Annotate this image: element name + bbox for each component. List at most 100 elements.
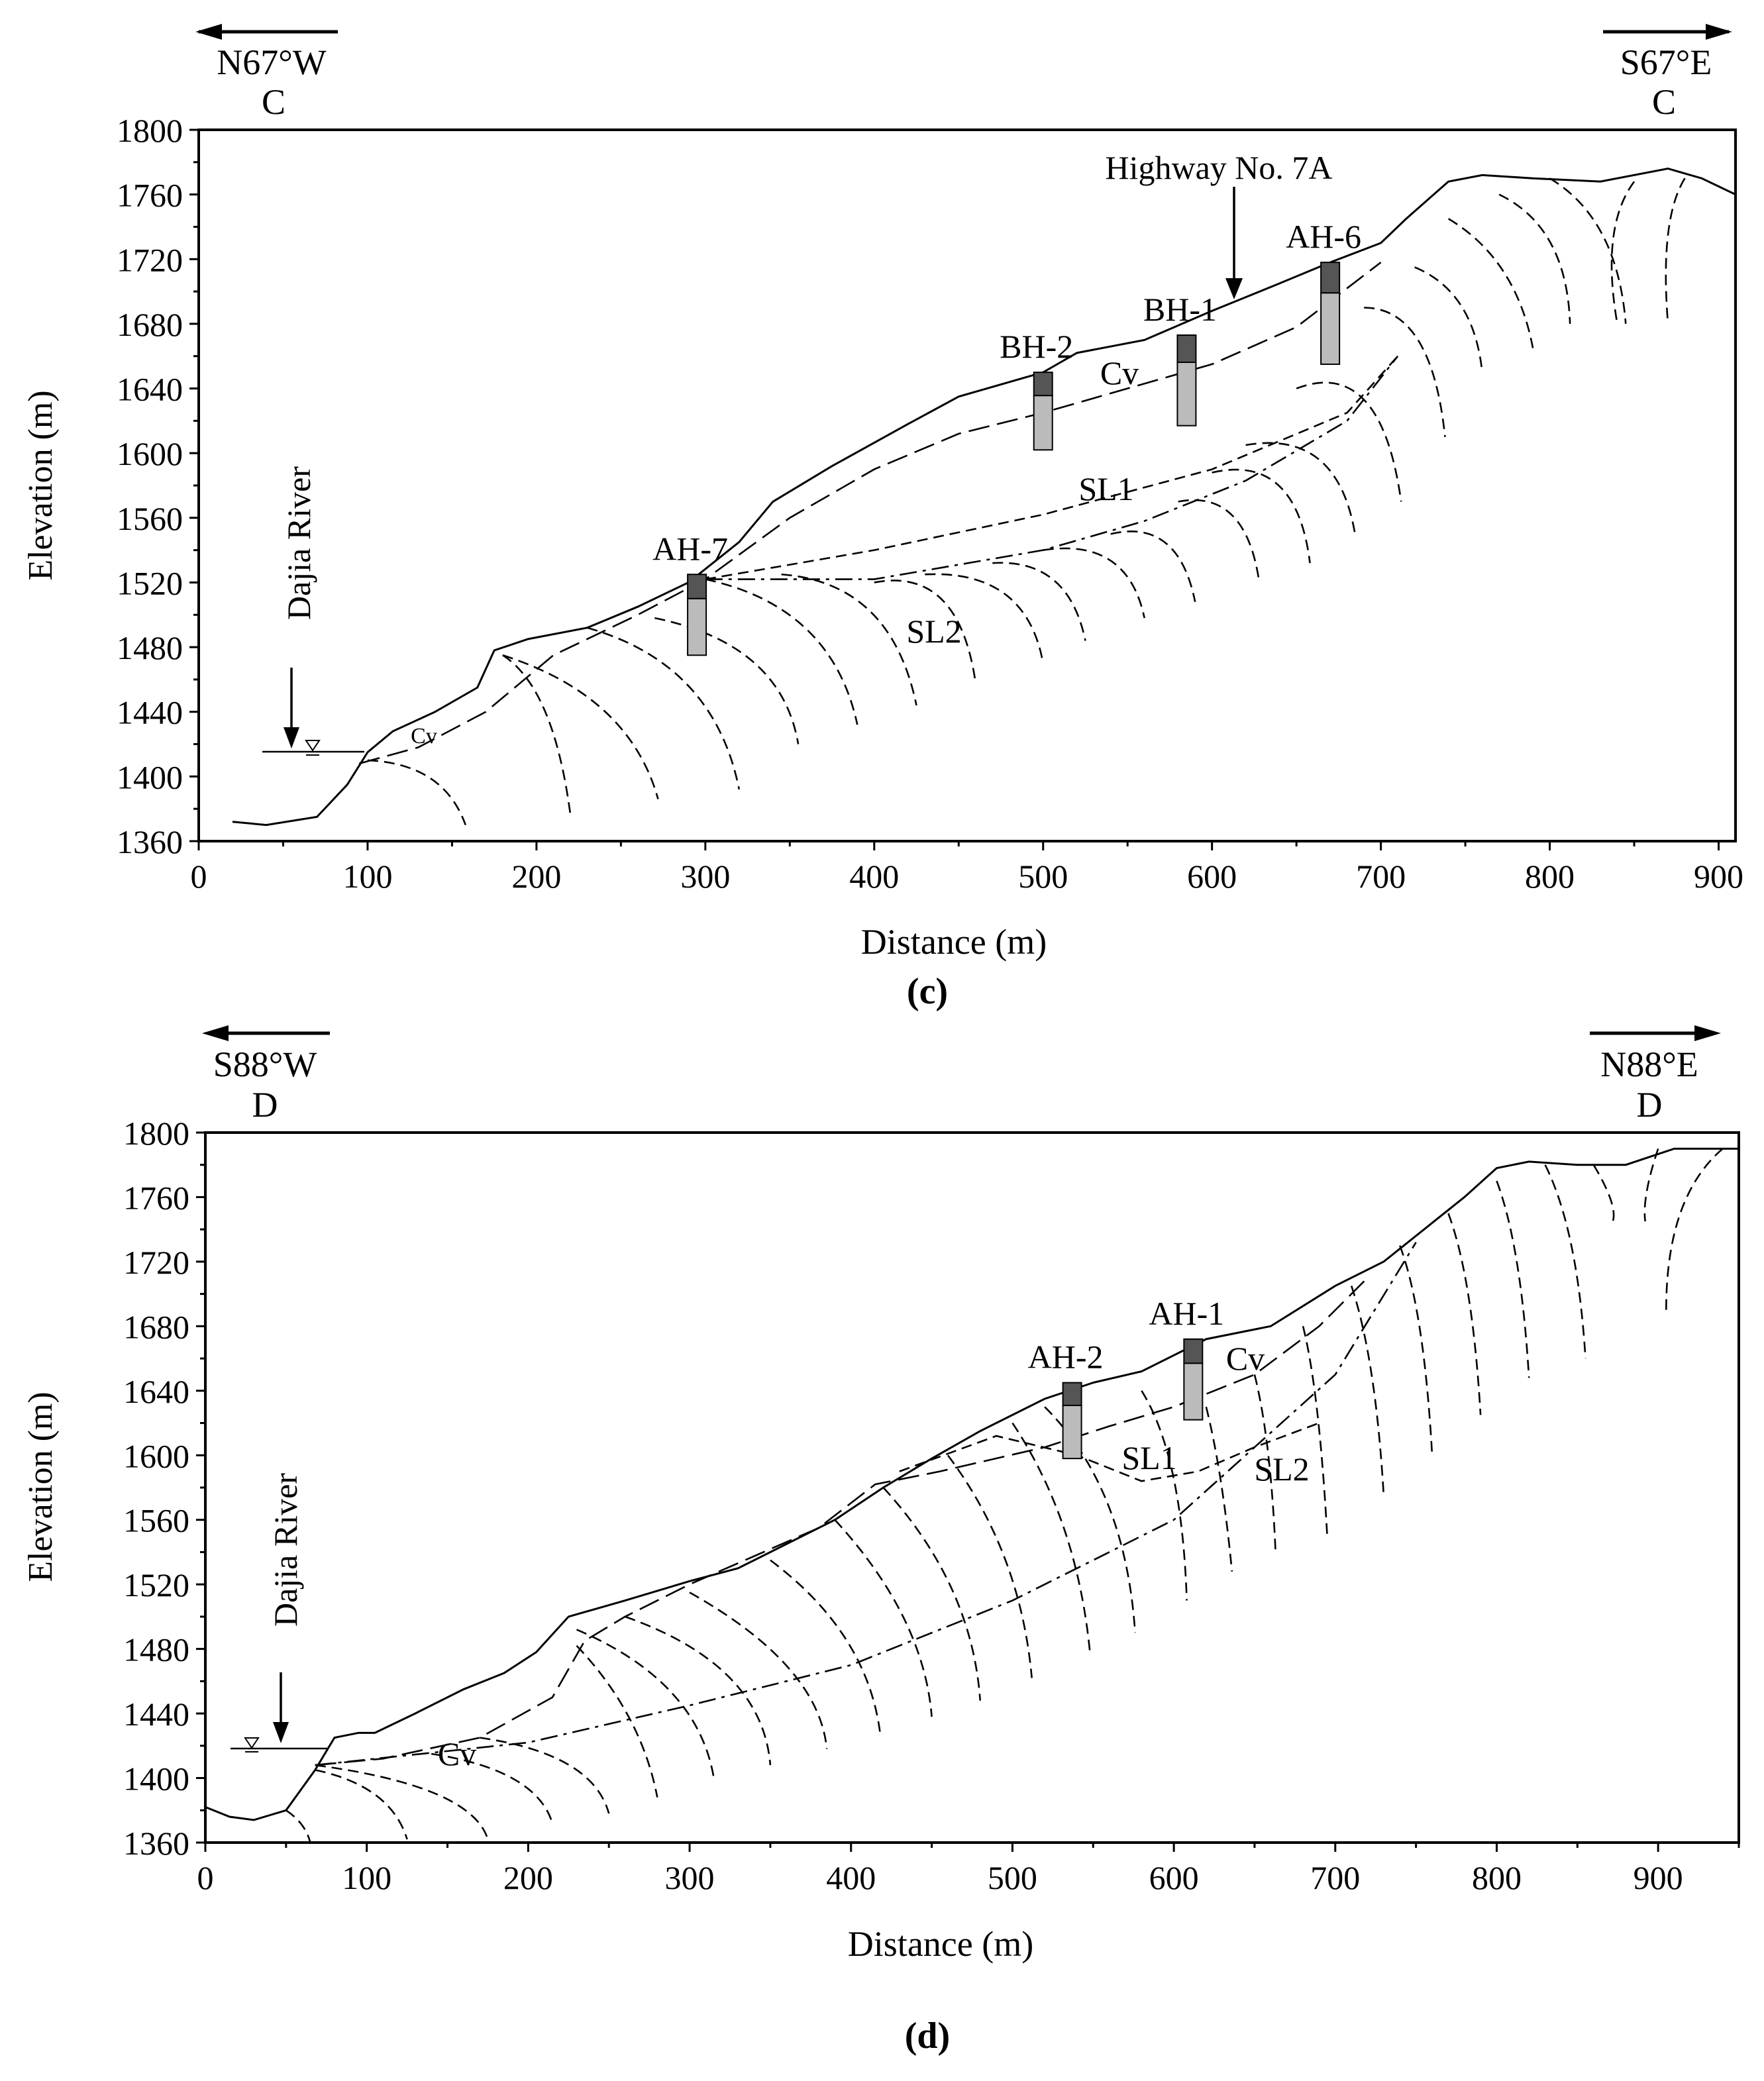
- annotation-cv-c: Cv: [1100, 354, 1139, 391]
- annotation-sl2-c: SL2: [906, 613, 961, 650]
- borehole-lower-c: [1033, 395, 1053, 451]
- toppling-curve-d: [625, 1615, 772, 1766]
- toppling-curve-d: [1643, 1148, 1659, 1222]
- borehole-bh-1-c: BH-1: [1143, 291, 1217, 427]
- y-tick-label-c: 1480: [117, 629, 183, 666]
- boreholes-c: BH-2 BH-1 AH-6 AH-7: [652, 218, 1361, 656]
- x-tick-label-c: 500: [1018, 858, 1068, 895]
- toppling-curve-d: [834, 1519, 933, 1717]
- direction-label-left-d: S88°W: [213, 1044, 317, 1084]
- y-tick-label-d: 1720: [123, 1244, 189, 1281]
- x-tick-label-c: 700: [1356, 858, 1406, 895]
- y-tick-label-d: 1800: [123, 1115, 189, 1152]
- borehole-label-d: AH-1: [1149, 1295, 1224, 1332]
- toppling-curve-c: [654, 617, 800, 744]
- toppling-curve-d: [285, 1809, 311, 1843]
- toppling-curve-c: [502, 654, 572, 814]
- toppling-curve-d: [1350, 1286, 1385, 1496]
- y-tick-label-d: 1520: [123, 1566, 189, 1603]
- toppling-curve-c: [925, 573, 1045, 664]
- toppling-curve-d: [689, 1592, 828, 1749]
- highway-arrow-c: [1225, 187, 1243, 299]
- toppling-curve-c: [1414, 266, 1483, 373]
- y-tick-label-c: 1680: [117, 306, 183, 343]
- direction-label-right-c: S67°E: [1620, 42, 1712, 82]
- y-tick-label-c: 1400: [117, 758, 183, 795]
- toppling-curve-c: [992, 562, 1086, 641]
- x-tick-label-d: 900: [1634, 1859, 1683, 1896]
- toppling-curve-d: [770, 1559, 881, 1733]
- toppling-curve-c: [705, 578, 858, 725]
- y-tick-label-d: 1480: [123, 1631, 189, 1668]
- borehole-upper-c: [1176, 334, 1197, 364]
- x-tick-label-d: 600: [1149, 1859, 1199, 1896]
- y-tick-label-d: 1360: [123, 1825, 189, 1862]
- borehole-label-c: BH-1: [1143, 291, 1217, 328]
- toppling-curve-d: [1253, 1374, 1276, 1552]
- axis-label-y-c: Elevation (m): [22, 390, 60, 580]
- x-tick-label-c: 100: [342, 858, 392, 895]
- plot-frame-d: [204, 1131, 1740, 1844]
- toppling-curve-d: [1665, 1148, 1724, 1311]
- section-label-right-d: D: [1637, 1085, 1663, 1125]
- borehole-bh-2-c: BH-2: [1000, 328, 1073, 451]
- river-arrow-c: [262, 668, 364, 756]
- x-tick-label-c: 400: [849, 858, 899, 895]
- annotation-river-c: Dajia River: [280, 466, 317, 620]
- toppling-curve-c: [874, 580, 977, 683]
- borehole-upper-c: [1320, 262, 1341, 294]
- direction-label-right-d: N88°E: [1600, 1044, 1698, 1084]
- toppling-curve-d: [1012, 1422, 1091, 1652]
- toppling-curve-d: [480, 1737, 610, 1814]
- borehole-label-c: AH-6: [1286, 218, 1361, 255]
- toppling-curve-d: [576, 1645, 658, 1798]
- toppling-curve-c: [1245, 442, 1357, 538]
- x-tick-label-c: 200: [511, 858, 561, 895]
- boreholes-d: AH-2 AH-1: [1028, 1295, 1224, 1460]
- borehole-upper-d: [1062, 1382, 1082, 1406]
- x-tick-label-c: 0: [191, 858, 207, 895]
- y-tick-label-d: 1640: [123, 1373, 189, 1410]
- x-tick-label-d: 0: [197, 1859, 214, 1896]
- toppling-curve-c: [1212, 468, 1311, 564]
- y-tick-label-d: 1440: [123, 1696, 189, 1733]
- caption-c: (c): [907, 971, 948, 1012]
- borehole-lower-c: [1176, 362, 1197, 427]
- toppling-curve-d: [947, 1454, 1033, 1678]
- axis-label-x-d: Distance (m): [848, 1924, 1033, 1964]
- y-tick-label-d: 1560: [123, 1502, 189, 1539]
- annotation-sl1-d: SL1: [1121, 1439, 1176, 1476]
- borehole-label-d: AH-2: [1028, 1339, 1104, 1376]
- direction-arrow-right-d: [1590, 1025, 1721, 1041]
- axis-label-x-c: Distance (m): [861, 922, 1047, 962]
- toppling-curve-c: [1549, 178, 1627, 325]
- series-ground-surface-d: [205, 1147, 1739, 1821]
- toppling-curve-c: [781, 573, 917, 706]
- toppling-curve-c: [1665, 178, 1686, 325]
- borehole-lower-c: [687, 597, 707, 656]
- x-tick-label-d: 500: [988, 1859, 1037, 1896]
- series-sl1-c: [705, 355, 1399, 580]
- annotation-highway-c: Highway No. 7A: [1105, 149, 1332, 186]
- toppling-curve-c: [367, 759, 467, 826]
- axis-label-y-d: Elevation (m): [22, 1392, 60, 1582]
- annotation-cv2-c: Cv: [411, 724, 437, 748]
- borehole-ah-6-c: AH-6: [1286, 218, 1361, 365]
- y-tick-label-d: 1680: [123, 1308, 189, 1345]
- axes-c: 1360 1400 1440 1480 1520 1560 1600 1640 1680 1720…: [117, 112, 1743, 895]
- y-tick-label-c: 1600: [117, 435, 183, 472]
- borehole-label-c: AH-7: [652, 530, 728, 567]
- toppling-curve-d: [431, 1752, 554, 1824]
- borehole-upper-d: [1183, 1338, 1204, 1364]
- toppling-curve-c: [587, 627, 741, 790]
- direction-label-left-c: N67°W: [217, 42, 327, 82]
- y-tick-label-c: 1560: [117, 500, 183, 537]
- toppling-curve-c: [1447, 218, 1534, 348]
- x-tick-label-c: 300: [680, 858, 730, 895]
- section-label-left-d: D: [252, 1085, 278, 1125]
- borehole-label-c: BH-2: [1000, 328, 1073, 365]
- toppling-curve-d: [1302, 1326, 1328, 1537]
- annotation-cv-d: Cv: [1226, 1340, 1265, 1377]
- section-label-left-c: C: [262, 82, 285, 122]
- toppling-curve-d: [315, 1769, 408, 1840]
